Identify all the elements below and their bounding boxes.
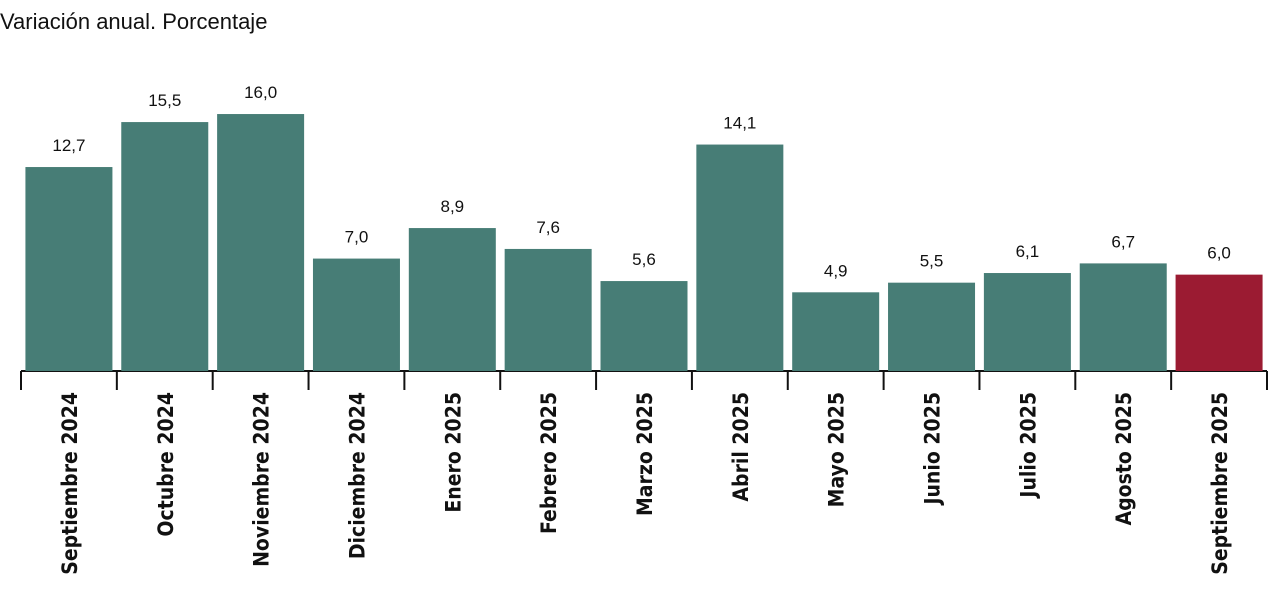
x-tick-label: Abril 2025 [729, 392, 753, 502]
x-tick-label: Junio 2025 [921, 392, 945, 507]
value-label: 7,6 [536, 218, 560, 237]
value-label: 8,9 [440, 197, 464, 216]
value-label: 4,9 [824, 261, 848, 280]
value-label: 7,0 [345, 228, 369, 247]
x-tick-label: Agosto 2025 [1112, 392, 1136, 526]
bar [888, 282, 976, 371]
bar [25, 167, 113, 371]
value-label: 15,5 [148, 91, 181, 110]
chart-title: Variación anual. Porcentaje [0, 9, 267, 34]
x-tick-label: Septiembre 2024 [58, 392, 82, 575]
value-label: 14,1 [723, 114, 756, 133]
value-label: 5,6 [632, 250, 656, 269]
x-tick-label: Septiembre 2025 [1208, 392, 1232, 575]
value-label: 6,1 [1016, 242, 1040, 261]
x-tick-label: Febrero 2025 [537, 392, 561, 534]
bar [408, 228, 496, 371]
value-label: 6,7 [1111, 232, 1135, 251]
bar [121, 122, 209, 371]
x-tick-label: Noviembre 2024 [250, 392, 274, 567]
bar [504, 248, 592, 371]
x-tick-label: Julio 2025 [1016, 392, 1040, 500]
value-label: 16,0 [244, 83, 277, 102]
bar [792, 292, 880, 371]
bar [312, 258, 400, 371]
bar [696, 144, 784, 371]
value-label: 6,0 [1207, 244, 1231, 263]
x-tick-label: Diciembre 2024 [345, 392, 369, 559]
x-tick-label: Mayo 2025 [825, 392, 849, 507]
x-tick-label: Octubre 2024 [154, 392, 178, 537]
bar [1079, 263, 1167, 371]
value-label: 5,5 [920, 252, 944, 271]
x-tick-label: Marzo 2025 [633, 392, 657, 516]
x-tick-label: Enero 2025 [441, 392, 465, 513]
bar [983, 273, 1071, 371]
bar [217, 114, 305, 371]
bar [600, 281, 688, 371]
bar [1175, 274, 1263, 371]
value-label: 12,7 [52, 136, 85, 155]
